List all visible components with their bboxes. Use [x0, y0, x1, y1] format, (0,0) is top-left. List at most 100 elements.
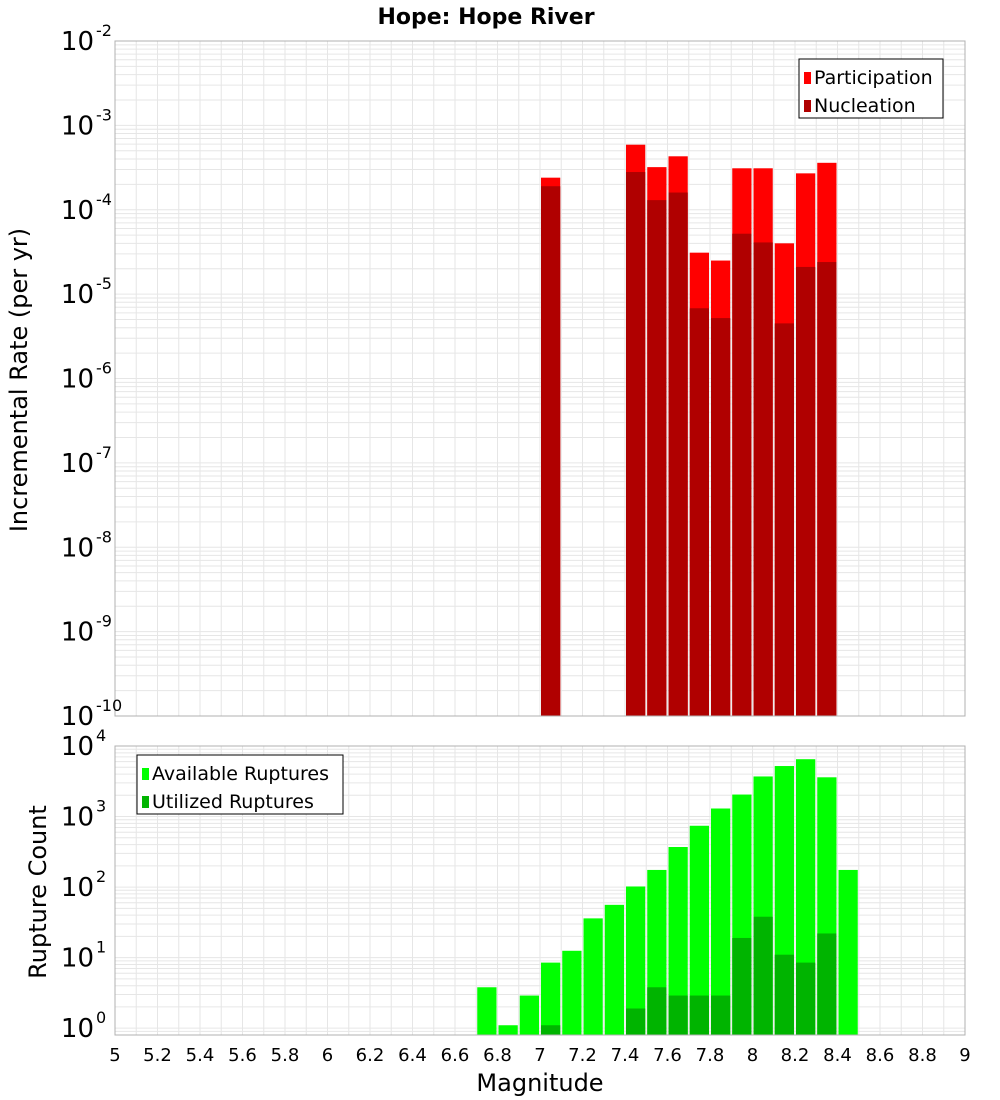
bottom-legend-label: Available Ruptures — [152, 763, 329, 785]
top-y-tick-base: 10 — [61, 365, 94, 395]
bottom-y-tick-base: 10 — [61, 732, 94, 762]
x-tick-label: 7.4 — [611, 1045, 640, 1066]
bottom-bar-utilized-ruptures — [796, 962, 816, 1035]
x-tick-label: 5.2 — [143, 1045, 172, 1066]
bottom-y-tick-label: 10 0 — [61, 1008, 106, 1044]
top-bar-nucleation — [711, 318, 731, 716]
top-y-tick-exponent: -8 — [96, 527, 112, 546]
x-tick-label: 6.8 — [483, 1045, 512, 1066]
top-y-tick-label: 10 -4 — [61, 190, 112, 226]
top-y-tick-base: 10 — [61, 27, 94, 57]
top-bar-nucleation — [774, 323, 794, 716]
top-bar-nucleation — [668, 192, 688, 717]
top-legend-box — [798, 58, 944, 119]
bottom-bar-available-ruptures — [711, 808, 731, 1035]
bottom-bar-available-ruptures — [498, 1025, 518, 1035]
bottom-bar-available-ruptures — [626, 886, 646, 1035]
top-legend-swatch — [804, 72, 811, 84]
bottom-legend: Available Ruptures Utilized Ruptures — [136, 754, 344, 815]
bottom-y-tick-exponent: 4 — [96, 726, 106, 745]
top-y-tick-label: 10 -8 — [61, 527, 112, 563]
bottom-y-axis-label: Rupture Count — [24, 805, 52, 979]
bottom-bar-utilized-ruptures — [711, 995, 731, 1035]
top-y-tick-base: 10 — [61, 618, 94, 648]
top-y-tick-exponent: -4 — [96, 190, 112, 209]
bottom-y-tick-exponent: 2 — [96, 867, 106, 886]
bottom-y-tick-base: 10 — [61, 944, 94, 974]
bottom-y-tick-label: 10 4 — [61, 726, 106, 762]
chart-title: Hope: Hope River — [377, 5, 594, 30]
x-tick-label: 7.8 — [696, 1045, 725, 1066]
bottom-legend-swatch — [142, 768, 149, 780]
top-y-tick-base: 10 — [61, 533, 94, 563]
x-tick-label: 9 — [959, 1045, 970, 1066]
bottom-panel-bars — [477, 759, 858, 1035]
top-y-tick-base: 10 — [61, 280, 94, 310]
x-tick-label: 8.6 — [866, 1045, 895, 1066]
bottom-bar-available-ruptures — [668, 847, 688, 1035]
top-bar-nucleation — [817, 262, 837, 716]
x-tick-label: 7 — [534, 1045, 545, 1066]
bottom-y-tick-base: 10 — [61, 803, 94, 833]
top-y-tick-exponent: -2 — [96, 21, 112, 40]
top-y-tick-exponent: -3 — [96, 105, 112, 124]
bottom-y-tick-exponent: 0 — [96, 1008, 106, 1027]
x-tick-label: 7.6 — [653, 1045, 682, 1066]
top-y-tick-base: 10 — [61, 111, 94, 141]
top-y-tick-label: 10 -10 — [61, 696, 122, 732]
bottom-bar-available-ruptures — [477, 987, 497, 1035]
bottom-y-tick-label: 10 3 — [61, 797, 106, 833]
bottom-bar-utilized-ruptures — [753, 916, 773, 1035]
top-y-tick-label: 10 -6 — [61, 359, 112, 395]
bottom-bar-utilized-ruptures — [774, 954, 794, 1035]
x-tick-label: 5.8 — [271, 1045, 300, 1066]
x-axis-label: Magnitude — [476, 1069, 603, 1097]
top-panel-grid — [114, 41, 966, 717]
top-bar-nucleation — [689, 308, 709, 716]
bottom-y-tick-base: 10 — [61, 1014, 94, 1044]
bottom-y-tick-exponent: 3 — [96, 797, 106, 816]
top-y-tick-label: 10 -5 — [61, 274, 112, 310]
bottom-panel-frame — [114, 745, 966, 1036]
top-y-tick-base: 10 — [61, 449, 94, 479]
bottom-bar-available-ruptures — [541, 962, 561, 1035]
top-bar-nucleation — [732, 233, 752, 716]
bottom-legend-box — [136, 754, 344, 815]
top-y-tick-exponent: -6 — [96, 359, 112, 378]
x-tick-label: 8.8 — [908, 1045, 937, 1066]
top-y-axis-label: Incremental Rate (per yr) — [5, 228, 33, 532]
top-y-tick-base: 10 — [61, 702, 94, 732]
bottom-bar-utilized-ruptures — [732, 937, 752, 1035]
x-axis-ticks: 5 5.2 5.4 5.6 5.8 6 6.2 6.4 6.6 6.8 7 7.2 7.4 7.6 7.8 8… — [109, 1045, 970, 1066]
bottom-y-tick-exponent: 1 — [96, 938, 106, 957]
top-y-tick-exponent: -5 — [96, 274, 112, 293]
bottom-bar-utilized-ruptures — [626, 1008, 646, 1035]
top-panel-frame — [114, 40, 966, 717]
x-tick-label: 6.4 — [398, 1045, 427, 1066]
top-y-tick-label: 10 -3 — [61, 105, 112, 141]
bottom-bar-utilized-ruptures — [668, 995, 688, 1035]
top-bar-nucleation — [626, 172, 646, 716]
bottom-y-tick-label: 10 1 — [61, 938, 106, 974]
top-y-tick-exponent: -9 — [96, 612, 112, 631]
top-bar-nucleation — [753, 242, 773, 716]
top-legend-label: Nucleation — [814, 95, 916, 117]
bottom-bar-available-ruptures — [604, 904, 624, 1035]
top-legend-swatch — [804, 100, 811, 112]
bottom-bar-utilized-ruptures — [541, 1025, 561, 1035]
bottom-legend-label: Utilized Ruptures — [152, 791, 314, 813]
bottom-bar-utilized-ruptures — [689, 995, 709, 1035]
top-y-tick-base: 10 — [61, 196, 94, 226]
bottom-bar-available-ruptures — [689, 825, 709, 1035]
top-y-tick-label: 10 -2 — [61, 21, 112, 57]
bottom-bar-available-ruptures — [838, 869, 858, 1035]
top-legend: Participation Nucleation — [798, 58, 944, 119]
x-tick-label: 6 — [322, 1045, 333, 1066]
x-tick-label: 6.6 — [441, 1045, 470, 1066]
top-bar-nucleation — [796, 266, 816, 716]
bottom-bar-available-ruptures — [562, 950, 582, 1035]
